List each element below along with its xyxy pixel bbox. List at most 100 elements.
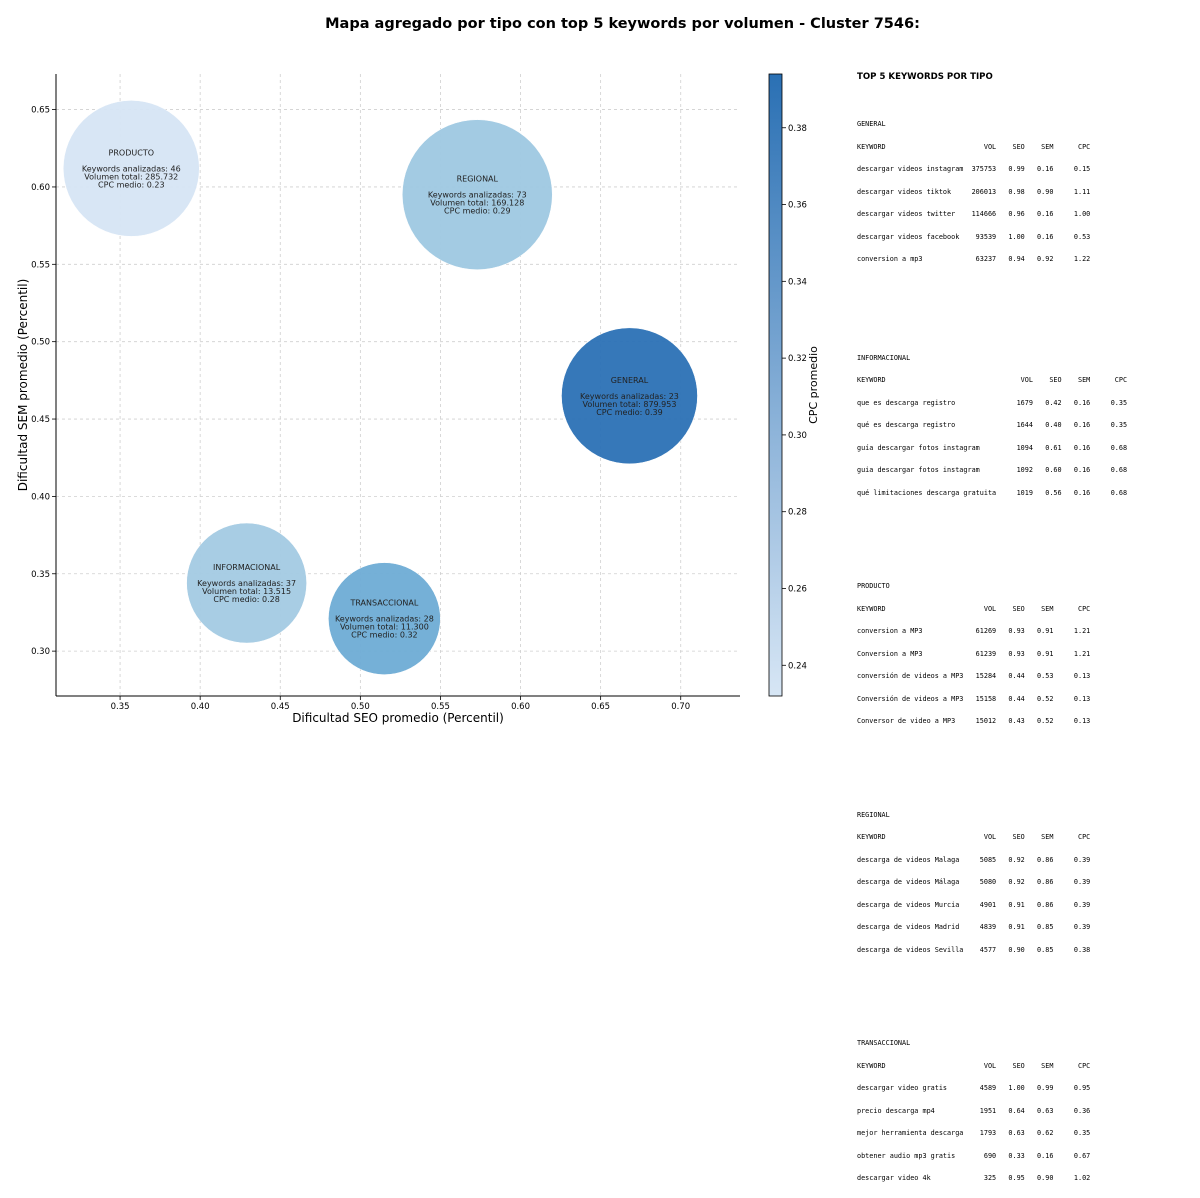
y-tick-label: 0.40: [31, 492, 50, 502]
y-tick-label: 0.55: [31, 260, 50, 270]
block-name: INFORMACIONAL: [857, 353, 911, 362]
keyword-block-regional: REGIONAL KEYWORD VOL SEO SEM CPC descarg…: [857, 797, 1192, 970]
colorbar-tick-label: 0.34: [788, 277, 807, 287]
keyword-row: obtener audio mp3 gratis 690 0.33 0.16 0…: [857, 1151, 1091, 1160]
colorbar-tick-label: 0.30: [788, 431, 807, 441]
bubble-label-name: TRANSACCIONAL: [349, 599, 418, 608]
keyword-row: descargar videos tiktok 206013 0.98 0.90…: [857, 187, 1091, 196]
y-tick-label: 0.65: [31, 106, 50, 116]
keyword-row: conversión de videos a MP3 15284 0.44 0.…: [857, 672, 1091, 680]
x-tick-label: 0.45: [271, 702, 290, 712]
block-header: KEYWORD VOL SEO SEM CPC: [857, 604, 1091, 613]
x-tick-label: 0.50: [351, 702, 370, 712]
y-tick-label: 0.30: [31, 647, 50, 657]
panel-title: TOP 5 KEYWORDS POR TIPO: [857, 72, 993, 82]
keyword-block-producto: PRODUCTO KEYWORD VOL SEO SEM CPC convers…: [857, 568, 1192, 741]
x-tick-label: 0.70: [671, 702, 690, 712]
axes: 0.35 0.40 0.45 0.50 0.55 0.60 0.65 0.70 0.30 0.35…: [16, 74, 740, 725]
block-name: PRODUCTO: [857, 582, 890, 590]
bubble-general: [561, 327, 698, 465]
bubble-label-keywords: Keywords analizadas: 28: [335, 615, 434, 624]
colorbar-tick-label: 0.28: [788, 508, 807, 518]
x-tick-label: 0.60: [511, 702, 530, 712]
bubble-label-name: PRODUCTO: [109, 148, 154, 157]
keyword-row: descarga de videos Madrid 4839 0.91 0.85…: [857, 923, 1091, 931]
bubble-label-volume: Volumen total: 13.515: [202, 587, 291, 596]
keyword-row: descargar videos instagram 375753 0.99 0…: [857, 165, 1091, 173]
keyword-row: descargar videos facebook 93539 1.00 0.1…: [857, 232, 1091, 241]
colorbar-tick-label: 0.24: [788, 661, 807, 671]
bubble-transaccional: [328, 562, 441, 675]
colorbar-tick-label: 0.32: [788, 354, 807, 364]
block-header: KEYWORD VOL SEO SEM CPC: [857, 1061, 1091, 1070]
chart-title: Mapa agregado por tipo con top 5 keyword…: [325, 16, 920, 32]
bubble-label-cpc: CPC medio: 0.28: [213, 595, 280, 604]
colorbar-tick-label: 0.36: [788, 201, 807, 211]
colorbar: 0.24 0.26 0.28 0.30 0.32 0.34 0.36 0.38 CPC prom…: [768, 73, 820, 697]
keyword-row: descargar video 4k 325 0.95 0.90 1.02: [857, 1174, 1091, 1182]
keyword-row: descarga de videos Malaga 5085 0.92 0.86…: [857, 855, 1091, 864]
keyword-row: descargar videos twitter 114666 0.96 0.1…: [857, 210, 1091, 218]
block-name: REGIONAL: [857, 810, 890, 819]
block-header: KEYWORD VOL SEO SEM CPC: [857, 833, 1091, 841]
block-header: KEYWORD VOL SEO SEM CPC: [857, 142, 1091, 151]
block-name: TRANSACCIONAL: [857, 1039, 911, 1047]
bubble-label-keywords: Keywords analizadas: 23: [580, 392, 679, 401]
bubble-label-keywords: Keywords analizadas: 73: [428, 191, 527, 200]
bubble-label-cpc: CPC medio: 0.39: [596, 408, 663, 417]
bubble-regional: [402, 119, 553, 270]
bubble-producto: [63, 100, 200, 237]
bubble-label-cpc: CPC medio: 0.23: [98, 180, 165, 189]
keyword-row: descarga de videos Murcia 4901 0.91 0.86…: [857, 900, 1091, 909]
keyword-row: guía descargar fotos instagram 1094 0.61…: [857, 443, 1128, 452]
keyword-block-informacional: INFORMACIONAL KEYWORD VOL SEO SEM CPC qu…: [857, 340, 1192, 513]
bubble-label-keywords: Keywords analizadas: 37: [197, 579, 296, 588]
y-axis-label: Dificultad SEM promedio (Percentil): [16, 279, 30, 492]
x-tick-label: 0.35: [111, 702, 130, 712]
colorbar-label: CPC promedio: [807, 346, 820, 424]
keyword-block-transaccional: TRANSACCIONAL KEYWORD VOL SEO SEM CPC de…: [857, 1025, 1192, 1198]
keyword-row: que es descarga registro 1679 0.42 0.16 …: [857, 398, 1128, 407]
keyword-row: descargar video gratis 4589 1.00 0.99 0.…: [857, 1084, 1091, 1092]
keyword-row: qué es descarga registro 1644 0.40 0.16 …: [857, 421, 1128, 429]
keyword-row: guia descargar fotos instagram 1092 0.60…: [857, 466, 1128, 474]
bubble-label-name: INFORMACIONAL: [213, 563, 281, 572]
block-header: KEYWORD VOL SEO SEM CPC: [857, 376, 1128, 384]
bubble-label-name: REGIONAL: [457, 175, 499, 184]
x-tick-label: 0.65: [591, 702, 610, 712]
y-tick-label: 0.60: [31, 183, 50, 193]
colorbar-tick-label: 0.26: [788, 584, 807, 594]
keyword-row: conversion a MP3 61269 0.93 0.91 1.21: [857, 627, 1091, 635]
keyword-row: qué limitaciones descarga gratuita 1019 …: [857, 488, 1128, 497]
y-tick-label: 0.50: [31, 338, 50, 348]
x-tick-label: 0.55: [431, 702, 450, 712]
bubble-label-cpc: CPC medio: 0.32: [351, 631, 418, 640]
colorbar-gradient: [768, 73, 783, 697]
keyword-row: Conversion a MP3 61239 0.93 0.91 1.21: [857, 649, 1091, 658]
keyword-row: descarga de videos Málaga 5080 0.92 0.86…: [857, 878, 1091, 886]
keyword-row: conversion a mp3 63237 0.94 0.92 1.22: [857, 255, 1091, 263]
keyword-block-general: GENERAL KEYWORD VOL SEO SEM CPC descarga…: [857, 106, 1192, 279]
bubble-label-volume: Volumen total: 11.300: [340, 623, 429, 632]
bubble-label-keywords: Keywords analizadas: 46: [82, 164, 181, 173]
bubble-label-volume: Volumen total: 879.953: [582, 400, 676, 409]
y-tick-label: 0.45: [31, 415, 50, 425]
keyword-row: Conversión de videos a MP3 15158 0.44 0.…: [857, 694, 1091, 703]
x-axis-label: Dificultad SEO promedio (Percentil): [292, 711, 504, 725]
keyword-row: descarga de videos Sevilla 4577 0.90 0.8…: [857, 945, 1091, 954]
top-keywords-panel: TOP 5 KEYWORDS POR TIPO GENERAL KEYWORD …: [857, 72, 1192, 1182]
bubble-label-volume: Volumen total: 169.128: [430, 199, 524, 208]
keyword-row: mejor herramienta descarga 1793 0.63 0.6…: [857, 1129, 1091, 1137]
y-tick-label: 0.35: [31, 570, 50, 580]
block-name: GENERAL: [857, 120, 886, 128]
bubble-label-volume: Volumen total: 285.732: [84, 172, 178, 181]
bubble-informacional: [186, 522, 307, 644]
x-tick-label: 0.40: [191, 702, 210, 712]
keyword-row: Conversor de video a MP3 15012 0.43 0.52…: [857, 717, 1091, 725]
keyword-row: precio descarga mp4 1951 0.64 0.63 0.36: [857, 1106, 1091, 1115]
bubble-label-cpc: CPC medio: 0.29: [444, 207, 511, 216]
bubble-label-name: GENERAL: [611, 376, 649, 385]
colorbar-tick-label: 0.38: [788, 124, 807, 134]
